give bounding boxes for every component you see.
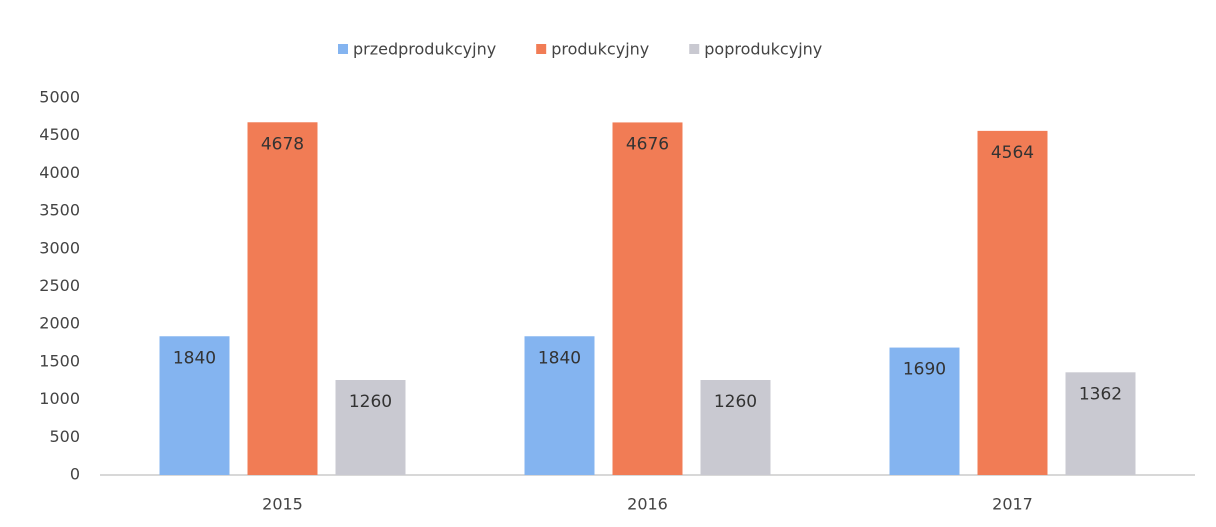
data-label: 1362 (1079, 384, 1122, 404)
data-label: 4678 (261, 134, 304, 154)
y-tick-label: 4500 (39, 125, 80, 144)
y-tick-label: 2000 (39, 314, 80, 333)
y-tick-label: 3500 (39, 201, 80, 220)
bar (889, 347, 960, 475)
legend-swatch (338, 44, 348, 54)
legend-label: produkcyjny (551, 40, 649, 59)
legend-swatch (536, 44, 547, 54)
bar (524, 336, 595, 475)
data-label: 4676 (626, 134, 669, 154)
y-tick-label: 2500 (39, 276, 80, 295)
bar (612, 122, 683, 476)
x-tick-label: 2015 (262, 495, 303, 514)
bar (1065, 372, 1136, 475)
bar (159, 336, 230, 475)
legend-label: przedprodukcyjny (353, 40, 496, 59)
bar (977, 130, 1048, 476)
x-tick-label: 2016 (627, 495, 668, 514)
legend-swatch (689, 44, 700, 54)
y-tick-label: 1500 (39, 351, 80, 370)
y-tick-label: 0 (70, 465, 80, 484)
y-tick-label: 500 (49, 427, 80, 446)
data-label: 1260 (349, 392, 392, 412)
legend-label: poprodukcyjny (704, 40, 822, 59)
data-label: 1840 (173, 348, 216, 368)
data-label: 1260 (714, 392, 757, 412)
data-label: 4564 (991, 143, 1034, 163)
data-label: 1840 (538, 348, 581, 368)
y-tick-label: 3000 (39, 238, 80, 257)
y-tick-label: 5000 (39, 88, 80, 107)
bar (247, 122, 318, 475)
bar (700, 379, 771, 475)
data-label: 1690 (903, 360, 946, 380)
y-tick-label: 4000 (39, 163, 80, 182)
x-tick-label: 2017 (992, 495, 1033, 514)
bar (335, 379, 406, 475)
y-tick-label: 1000 (39, 389, 80, 408)
